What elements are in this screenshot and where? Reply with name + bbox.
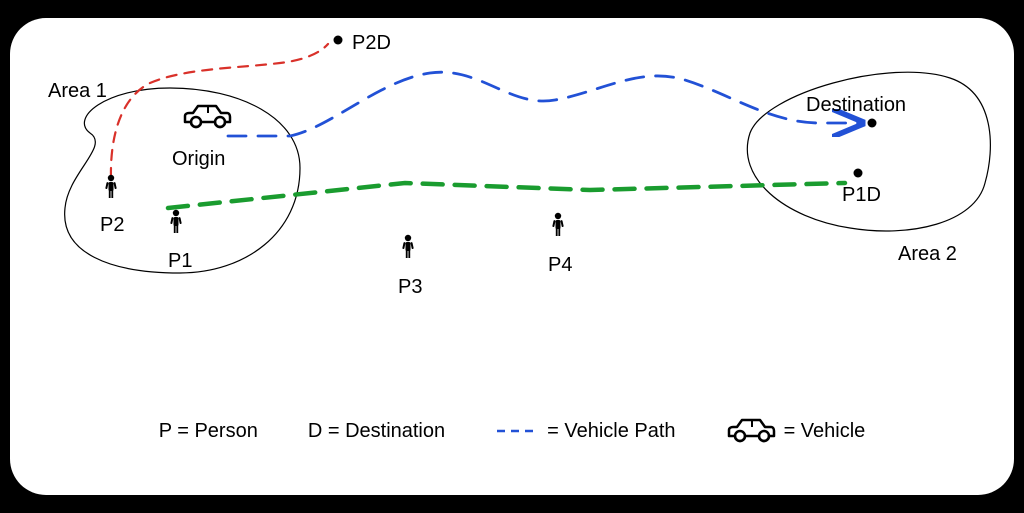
legend-vehicle-path: = Vehicle Path xyxy=(495,420,675,443)
point-label-P1D: P1D xyxy=(842,184,881,207)
legend-vehicle-path-text: = Vehicle Path xyxy=(547,420,675,443)
legend-destination-text: D = Destination xyxy=(308,420,445,443)
area1-boundary xyxy=(65,88,300,273)
person-label-P3: P3 xyxy=(398,276,422,299)
point-Destination xyxy=(868,119,877,128)
vehicle-icon xyxy=(185,106,230,127)
point-label-Destination: Destination xyxy=(806,94,906,117)
vehicle-label: Origin xyxy=(172,148,225,171)
legend: P = Person D = Destination = Vehicle Pat… xyxy=(10,417,1014,445)
blue_path xyxy=(228,72,860,136)
legend-vehicle: = Vehicle xyxy=(726,417,866,445)
person-label-P4: P4 xyxy=(548,254,572,277)
person-label-P2: P2 xyxy=(100,214,124,237)
person-icon-P4 xyxy=(552,213,564,236)
legend-person: P = Person xyxy=(159,420,258,443)
person-icon-P2 xyxy=(105,175,117,198)
legend-person-text: P = Person xyxy=(159,420,258,443)
person-icon-P3 xyxy=(402,235,414,258)
person-icon-P1 xyxy=(170,210,182,233)
diagram-panel: Area 1 Area 2 P2D Destination P1D P2 P1 P3 P4 Ori… xyxy=(10,18,1014,495)
point-P2D xyxy=(334,36,343,45)
area1-label: Area 1 xyxy=(48,80,107,103)
dash-icon xyxy=(495,424,539,438)
point-label-P2D: P2D xyxy=(352,32,391,55)
area2-label: Area 2 xyxy=(898,243,957,266)
legend-destination: D = Destination xyxy=(308,420,445,443)
point-P1D xyxy=(854,169,863,178)
person-label-P1: P1 xyxy=(168,250,192,273)
car-icon xyxy=(726,417,776,445)
legend-vehicle-text: = Vehicle xyxy=(784,420,866,443)
green_path xyxy=(168,183,845,208)
